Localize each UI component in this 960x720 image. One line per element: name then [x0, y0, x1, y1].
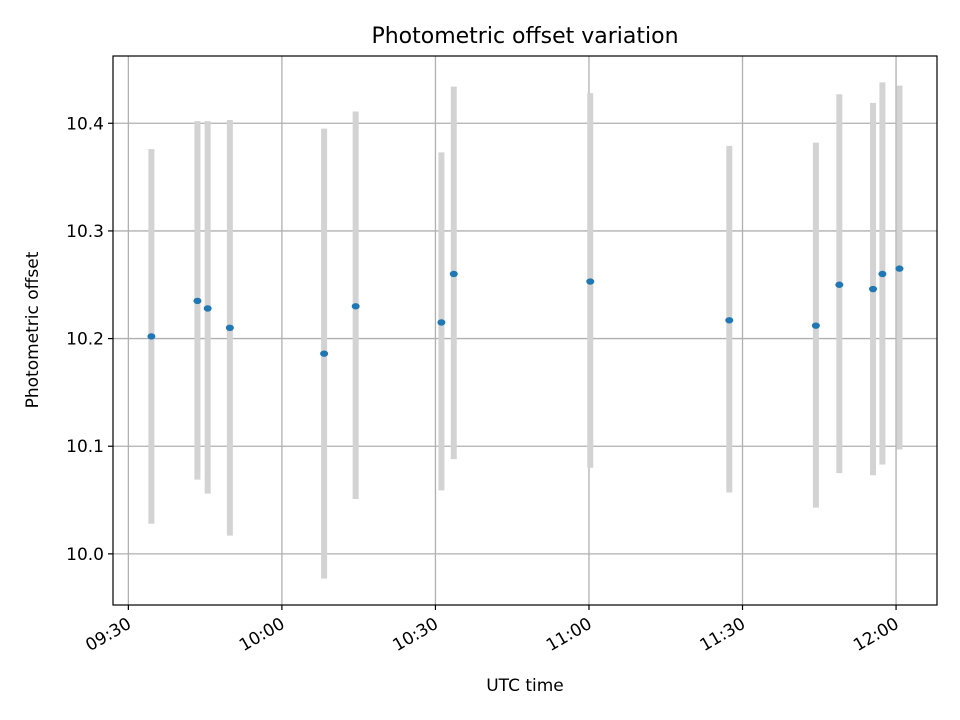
data-point [437, 319, 446, 326]
data-point [193, 297, 202, 305]
data-point [878, 270, 887, 278]
data-point [351, 303, 360, 310]
tick-layer: 09:30 10:00 10:30 11:00 11:30 12:00 10.0 10.1 10… [66, 114, 902, 656]
data-point [811, 322, 820, 329]
x-axis-label: UTC time [486, 676, 564, 696]
data-point [725, 317, 734, 324]
chart-title: Photometric offset variation [371, 24, 678, 49]
y-tick-label: 10.4 [66, 114, 104, 134]
x-tick-label: 11:00 [543, 614, 595, 656]
data-point [320, 350, 329, 357]
y-tick-label: 10.1 [66, 437, 104, 457]
grid-layer [113, 56, 937, 605]
point-layer [147, 265, 904, 357]
x-tick-label: 11:30 [697, 614, 749, 656]
x-tick-label: 10:30 [389, 614, 441, 656]
data-point [835, 281, 844, 288]
data-point [895, 265, 904, 272]
data-point [147, 333, 156, 340]
y-tick-label: 10.3 [66, 222, 104, 242]
data-point [586, 278, 595, 285]
y-tick-label: 10.0 [66, 545, 104, 565]
x-tick-label: 12:00 [850, 614, 902, 656]
data-point [449, 270, 458, 278]
errorbar-layer [148, 82, 903, 579]
x-tick-label: 10:00 [236, 614, 288, 656]
y-axis-label: Photometric offset [23, 251, 43, 408]
data-point [869, 285, 878, 293]
data-point [225, 324, 234, 332]
data-point [203, 305, 212, 312]
y-tick-label: 10.2 [66, 330, 104, 350]
plot-frame [112, 55, 938, 606]
x-tick-label: 09:30 [82, 614, 134, 656]
